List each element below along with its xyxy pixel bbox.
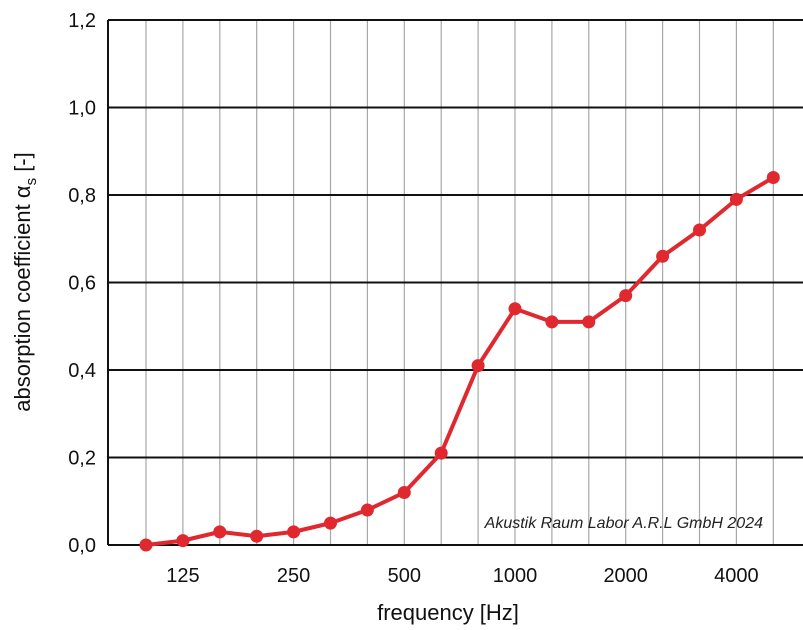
data-point [693, 223, 706, 237]
data-point [213, 525, 227, 539]
x-tick-label: 2000 [603, 565, 648, 587]
y-tick-label: 0,8 [68, 185, 96, 207]
data-point [582, 315, 596, 329]
data-point [287, 525, 301, 539]
data-point [250, 529, 264, 543]
y-tick-labels: 0,0 0,2 0,4 0,6 0,8 1,0 1,2 [68, 10, 96, 557]
x-tick-label: 500 [388, 565, 421, 587]
data-point [729, 192, 743, 206]
data-point [360, 503, 374, 517]
y-tick-label: 1,0 [68, 98, 96, 120]
y-tick-label: 0,6 [68, 273, 96, 295]
y-tick-label: 0,4 [68, 360, 96, 382]
data-point [508, 302, 522, 316]
absorption-series [139, 171, 780, 552]
series-line [144, 175, 776, 547]
x-axis-label: frequency [Hz] [377, 600, 519, 625]
data-point [545, 315, 559, 329]
y-tick-label: 1,2 [68, 10, 96, 32]
x-tick-label: 1000 [493, 565, 538, 587]
chart-annotation: Akustik Raum Labor A.R.L GmbH 2024 [484, 515, 763, 532]
data-point [434, 446, 448, 460]
y-axis-label-suffix: [-] [10, 152, 35, 178]
y-axis-label: absorption coefficient αs [-] [10, 152, 40, 412]
x-tick-labels: 125 250 500 1000 2000 4000 [166, 565, 758, 587]
data-point [397, 486, 411, 499]
data-point [656, 249, 670, 263]
data-point [176, 534, 190, 548]
horizontal-gridlines [108, 19, 803, 459]
data-point [471, 359, 485, 373]
x-tick-label: 125 [166, 565, 199, 587]
data-point [619, 289, 633, 303]
x-tick-label: 4000 [714, 565, 759, 587]
x-tick-label: 250 [277, 565, 310, 587]
y-tick-label: 0,2 [68, 448, 96, 470]
data-point [139, 538, 153, 552]
data-point [324, 516, 337, 530]
y-axis-label-main: absorption coefficient α [10, 185, 35, 412]
y-axis-label-subscript: s [23, 178, 40, 186]
data-point [766, 171, 780, 184]
y-tick-label: 0,0 [68, 535, 96, 557]
